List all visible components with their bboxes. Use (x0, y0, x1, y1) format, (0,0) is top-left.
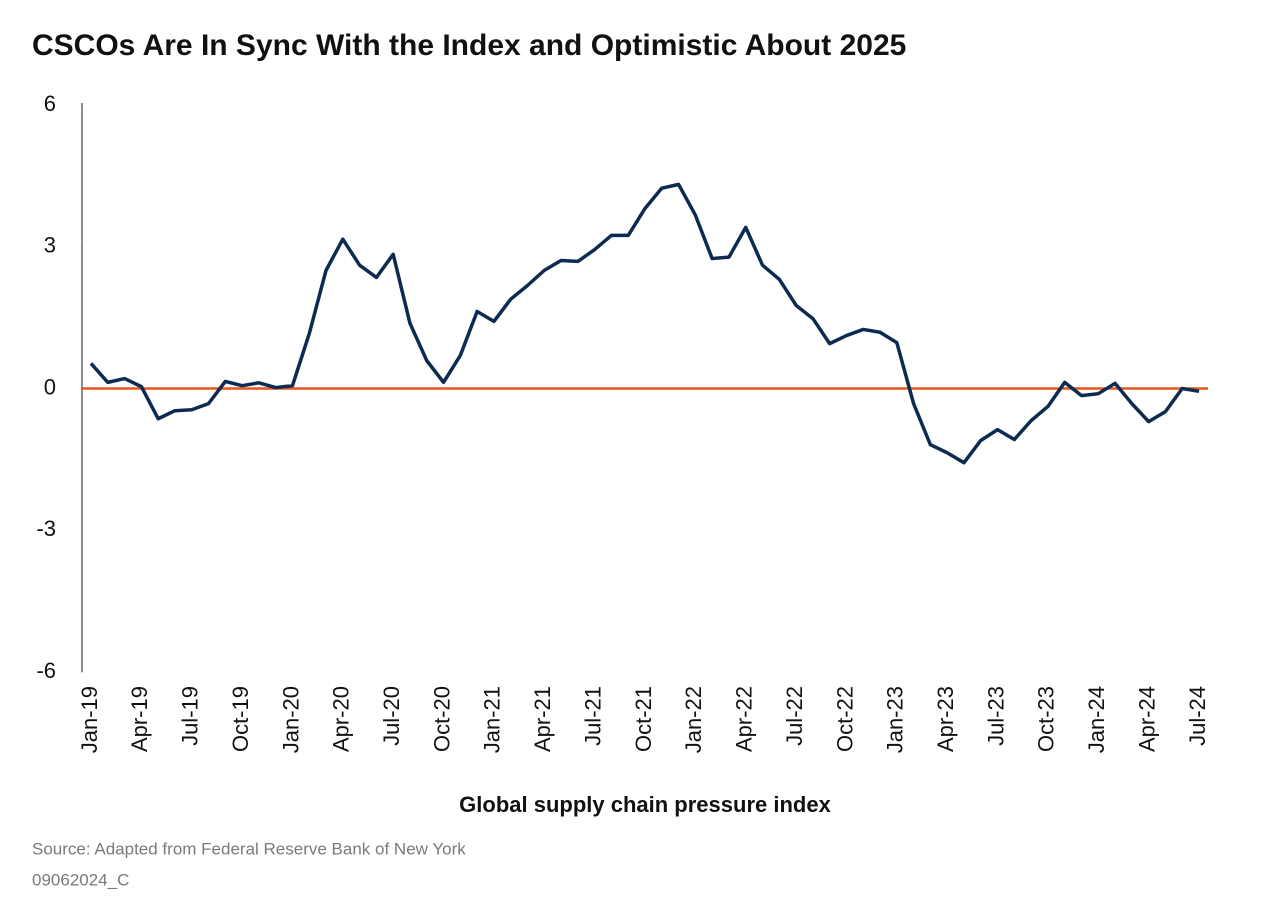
x-tick-label: Jul-23 (983, 686, 1008, 746)
x-tick-label: Jan-24 (1084, 686, 1109, 753)
x-tick-label: Jan-23 (883, 686, 908, 753)
x-tick-label: Jan-19 (77, 686, 102, 753)
line-series (89, 182, 1200, 465)
x-tick-label: Apr-24 (1134, 686, 1159, 752)
x-tick-label: Jul-19 (178, 686, 203, 746)
x-tick-label: Oct-23 (1034, 686, 1059, 752)
x-tick-label: Oct-20 (429, 686, 454, 752)
x-tick-label: Jan-22 (681, 686, 706, 753)
x-tick-label: Oct-21 (631, 686, 656, 752)
x-tick-label: Apr-20 (329, 686, 354, 752)
x-tick-label: Apr-23 (933, 686, 958, 752)
x-tick-label: Apr-21 (530, 686, 555, 752)
x-tick-label: Oct-19 (228, 686, 253, 752)
y-tick-label: 3 (44, 233, 56, 258)
y-tick-label: 0 (44, 374, 56, 399)
y-tick-label: -3 (36, 516, 56, 541)
x-axis-label: Global supply chain pressure index (459, 792, 831, 817)
x-tick-label: Apr-22 (732, 686, 757, 752)
code: 09062024_C (32, 870, 129, 889)
y-tick-label: 6 (44, 91, 56, 116)
x-tick-label: Jan-21 (480, 686, 505, 753)
x-tick-label: Jul-20 (379, 686, 404, 746)
x-tick-label: Apr-19 (127, 686, 152, 752)
x-tick-label: Jul-21 (580, 686, 605, 746)
x-tick-label: Oct-22 (832, 686, 857, 752)
x-tick-label: Jan-20 (278, 686, 303, 753)
chart-title: CSCOs Are In Sync With the Index and Opt… (32, 29, 906, 62)
source: Source: Adapted from Federal Reserve Ban… (32, 839, 466, 858)
y-tick-label: -6 (36, 658, 56, 683)
x-tick-label: Jul-22 (782, 686, 807, 746)
x-tick-label: Jul-24 (1185, 686, 1210, 746)
